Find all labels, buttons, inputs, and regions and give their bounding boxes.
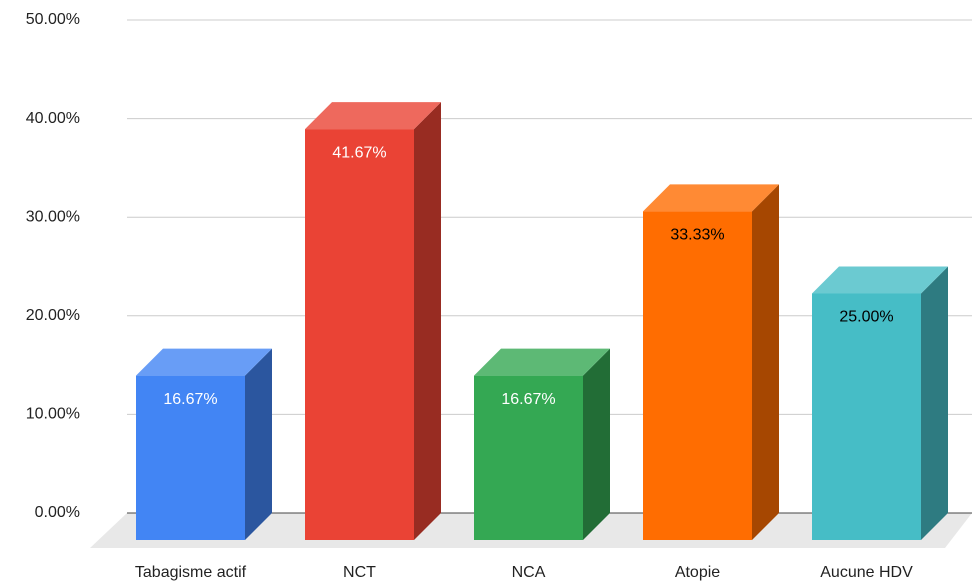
y-tick-label: 10.00% xyxy=(26,406,80,423)
bar-side xyxy=(245,348,272,540)
value-label: 16.67% xyxy=(163,391,217,408)
bar-front xyxy=(812,293,921,540)
bar xyxy=(643,184,779,540)
bar-top xyxy=(474,348,610,376)
y-tick-label: 0.00% xyxy=(35,504,80,521)
bar-front xyxy=(643,211,752,540)
value-label: 41.67% xyxy=(332,144,386,161)
bar xyxy=(812,266,948,540)
y-tick-label: 20.00% xyxy=(26,307,80,324)
x-tick-label: NCT xyxy=(343,564,376,581)
x-tick-label: Atopie xyxy=(675,564,720,581)
bar xyxy=(305,102,441,541)
bar-front xyxy=(305,129,414,541)
value-label: 16.67% xyxy=(501,391,555,408)
bar-side xyxy=(921,266,948,540)
x-tick-label: Aucune HDV xyxy=(820,564,913,581)
bar-side xyxy=(752,184,779,540)
x-tick-label: Tabagisme actif xyxy=(135,564,247,581)
bar-side xyxy=(414,102,441,541)
bar xyxy=(474,348,610,540)
value-label: 25.00% xyxy=(839,309,893,326)
y-tick-label: 40.00% xyxy=(26,110,80,127)
bar-front xyxy=(474,375,583,540)
bar-top xyxy=(812,266,948,294)
y-tick-label: 30.00% xyxy=(26,208,80,225)
bar xyxy=(136,348,272,540)
bar-top xyxy=(305,102,441,130)
x-tick-label: NCA xyxy=(512,564,546,581)
y-tick-label: 50.00% xyxy=(26,11,80,28)
value-label: 33.33% xyxy=(670,227,724,244)
bar-top xyxy=(136,348,272,376)
bar-top xyxy=(643,184,779,212)
bar-front xyxy=(136,375,245,540)
bar-side xyxy=(583,348,610,540)
